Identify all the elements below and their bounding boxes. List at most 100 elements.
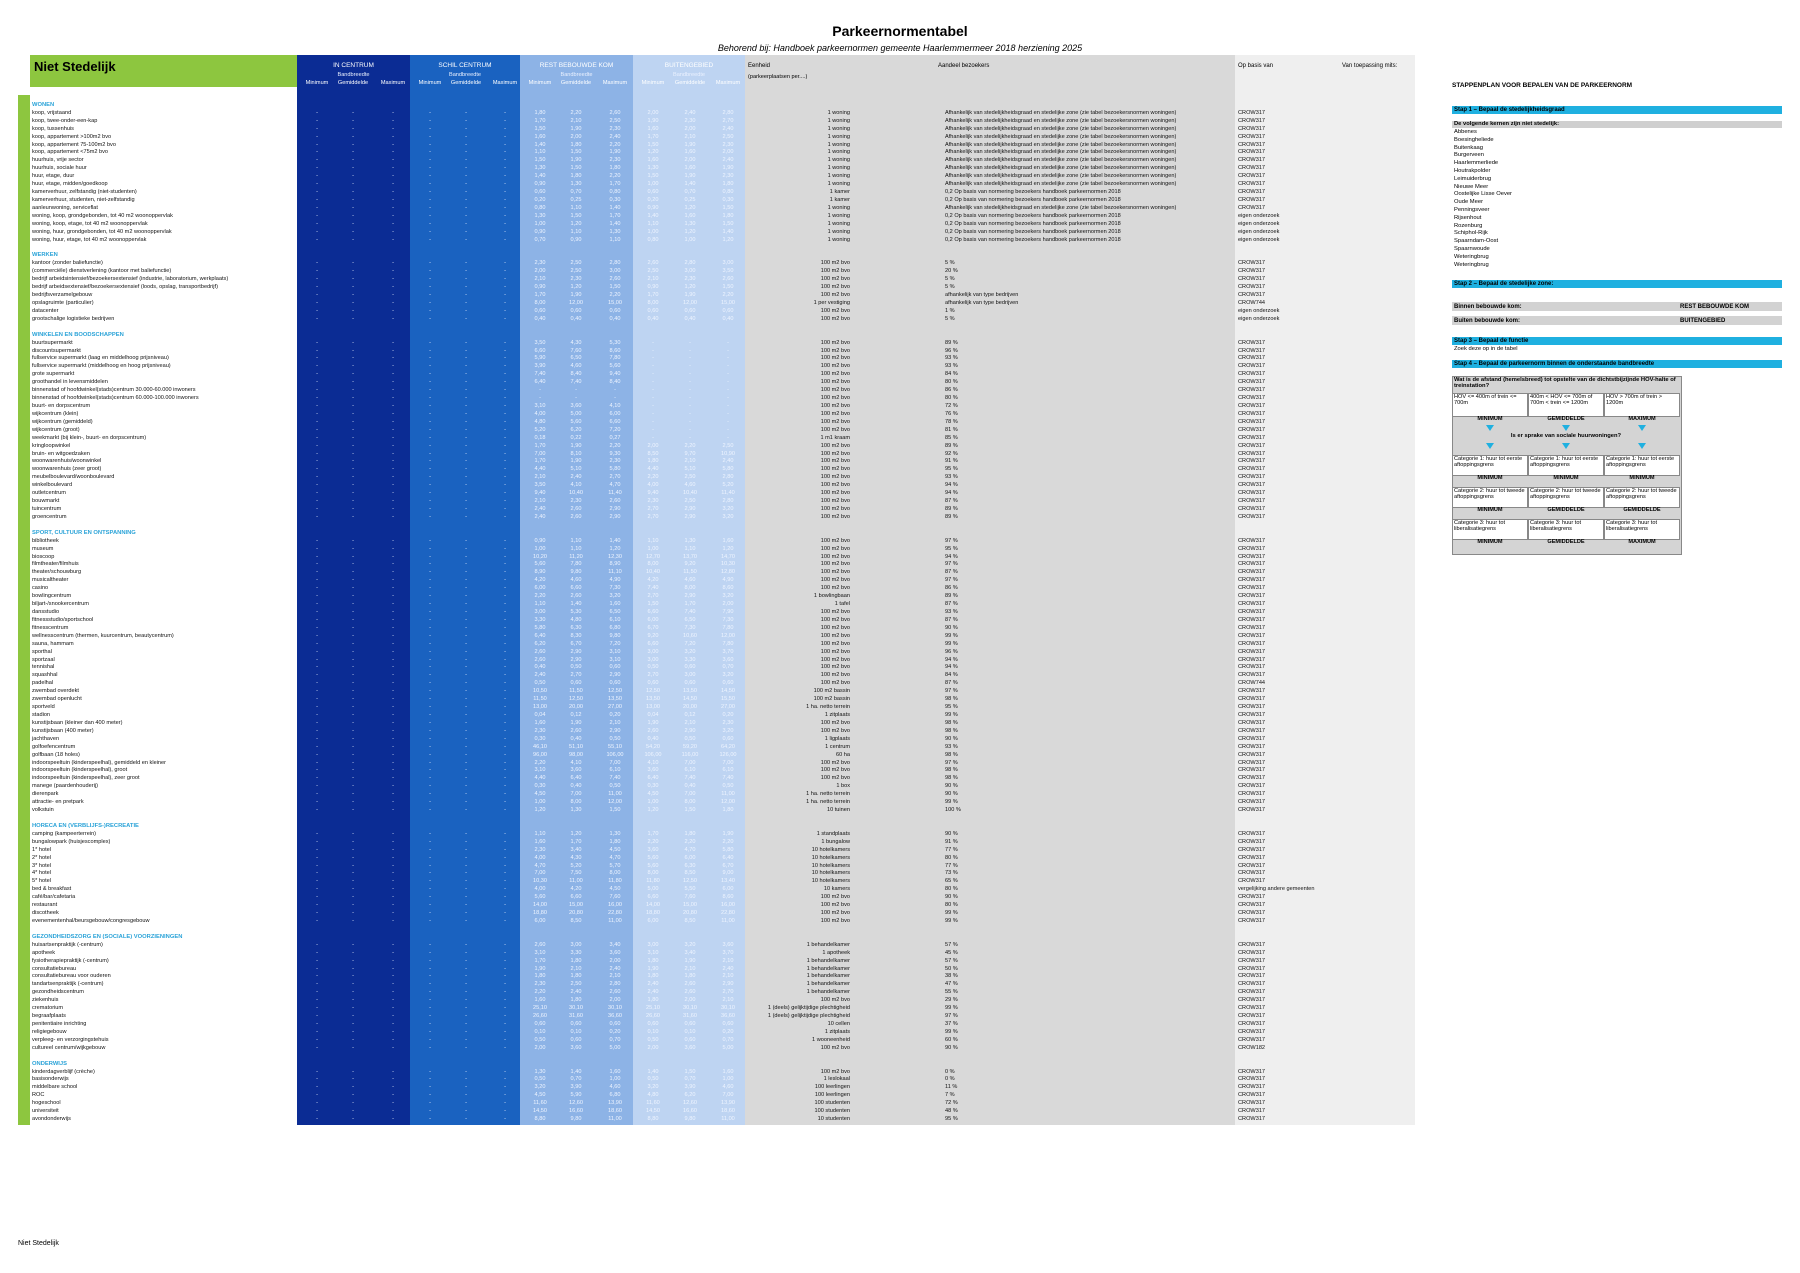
value-cell: 2,00 — [609, 957, 621, 964]
basis-cell: CROW317 — [1238, 870, 1266, 877]
empty-cell: - — [429, 791, 431, 798]
unit-cell: 100 m2 bvo — [820, 490, 850, 497]
value-cell: - — [727, 371, 729, 378]
value-cell: 2,30 — [722, 719, 734, 726]
empty-cell: - — [429, 719, 431, 726]
empty-cell: - — [504, 949, 506, 956]
empty-cell: - — [352, 220, 354, 227]
value-cell: - — [652, 379, 654, 386]
empty-cell: - — [316, 1092, 318, 1099]
value-cell: 1,00 — [647, 228, 659, 235]
visitor-cell: 95 % — [945, 704, 958, 711]
empty-cell: - — [392, 212, 394, 219]
empty-cell: - — [316, 727, 318, 734]
value-cell: 1,60 — [647, 157, 659, 164]
value-cell: 1,50 — [647, 173, 659, 180]
value-cell: 1,30 — [609, 830, 621, 837]
stat-label: Maximum — [715, 80, 741, 86]
empty-cell: - — [465, 783, 467, 790]
empty-cell: - — [392, 300, 394, 306]
column-band — [1235, 55, 1415, 1125]
empty-cell: - — [392, 379, 394, 386]
value-cell: 26,60 — [646, 1013, 660, 1020]
visitor-cell: 95 % — [945, 466, 958, 473]
value-cell: 1,80 — [609, 165, 621, 172]
empty-cell: - — [392, 403, 394, 409]
gray-row — [1452, 121, 1782, 128]
empty-cell: - — [504, 173, 506, 180]
empty-cell: - — [465, 846, 467, 853]
value-cell: 116,00 — [681, 751, 699, 758]
section-title: ONDERWIJS — [32, 1060, 68, 1067]
empty-cell: - — [504, 1116, 506, 1123]
empty-cell: - — [392, 292, 394, 299]
value-cell: 14,50 — [533, 1108, 547, 1115]
unit-cell: 1 (deels) gelijktijdige plechtigheid — [767, 1013, 850, 1020]
empty-cell: - — [352, 363, 354, 370]
value-cell: - — [575, 395, 577, 402]
empty-cell: - — [316, 704, 318, 711]
kern: Leimuiderbrug — [1454, 175, 1492, 182]
unit-cell: 100 m2 bvo — [820, 1068, 850, 1075]
visitor-cell: 93 % — [945, 609, 958, 615]
empty-cell: - — [316, 1021, 318, 1027]
value-cell: 20,00 — [569, 704, 583, 711]
empty-cell: - — [352, 751, 354, 758]
empty-cell: - — [392, 577, 394, 584]
value-cell: 11,60 — [533, 1100, 547, 1107]
unit-cell: 100 m2 bvo — [820, 719, 850, 726]
value-cell: 1,80 — [647, 957, 659, 964]
value-cell: 2,60 — [609, 989, 621, 996]
unit-cell: 1 woning — [827, 141, 850, 148]
empty-cell: - — [429, 1036, 431, 1043]
value-cell: 1,50 — [684, 1068, 696, 1075]
empty-cell: - — [392, 910, 394, 917]
result: MINIMUM — [1629, 475, 1655, 481]
unit-cell: 100 m2 bvo — [820, 260, 850, 267]
empty-cell: - — [352, 1028, 354, 1035]
basis-cell: CROW317 — [1238, 981, 1266, 988]
empty-cell: - — [392, 387, 394, 394]
value-cell: 3,20 — [722, 593, 734, 600]
empty-cell: - — [465, 688, 467, 695]
value-cell: 0,04 — [534, 712, 546, 718]
value-cell: 12,30 — [608, 553, 622, 560]
empty-cell: - — [352, 640, 354, 647]
empty-cell: - — [352, 133, 354, 140]
value-cell: 1,10 — [647, 220, 659, 227]
value-cell: 14,00 — [533, 902, 547, 909]
unit-cell: 100 m2 bvo — [820, 482, 850, 489]
empty-cell: - — [465, 379, 467, 386]
empty-cell: - — [465, 838, 467, 845]
value-cell: 11,60 — [646, 1100, 660, 1107]
visitor-cell: 98 % — [945, 696, 958, 703]
value-cell: 6,40 — [570, 775, 582, 782]
empty-cell: - — [352, 339, 354, 346]
row-label: dansstudio — [32, 609, 60, 615]
visitor-cell: 0,2 Op basis van normering bezoekers han… — [945, 189, 1121, 196]
value-cell: 6,20 — [684, 1092, 696, 1099]
value-cell: 3,40 — [609, 941, 621, 948]
empty-cell: - — [465, 696, 467, 703]
basis-cell: CROW317 — [1238, 918, 1266, 924]
empty-cell: - — [316, 553, 318, 560]
value-cell: 13,50 — [646, 696, 660, 703]
visitor-cell: 37 % — [945, 1021, 958, 1027]
empty-cell: - — [504, 1092, 506, 1099]
value-cell: 5,50 — [684, 886, 696, 893]
basis-cell: eigen onderzoek — [1238, 307, 1280, 314]
value-cell: 1,20 — [722, 545, 734, 552]
value-cell: 0,40 — [570, 735, 582, 742]
value-cell: 2,80 — [609, 981, 621, 988]
basis-cell: CROW317 — [1238, 854, 1266, 861]
empty-cell: - — [316, 276, 318, 283]
value-cell: - — [614, 395, 616, 402]
value-cell: 1,70 — [647, 292, 659, 299]
value-cell: 64,20 — [721, 743, 735, 750]
value-cell: 16,00 — [721, 902, 735, 909]
visitor-cell: 90 % — [945, 1044, 958, 1051]
visitor-cell: 20 % — [945, 268, 958, 275]
unit-cell: 100 m2 bvo — [820, 498, 850, 505]
empty-cell: - — [504, 1076, 506, 1083]
empty-cell: - — [465, 585, 467, 592]
